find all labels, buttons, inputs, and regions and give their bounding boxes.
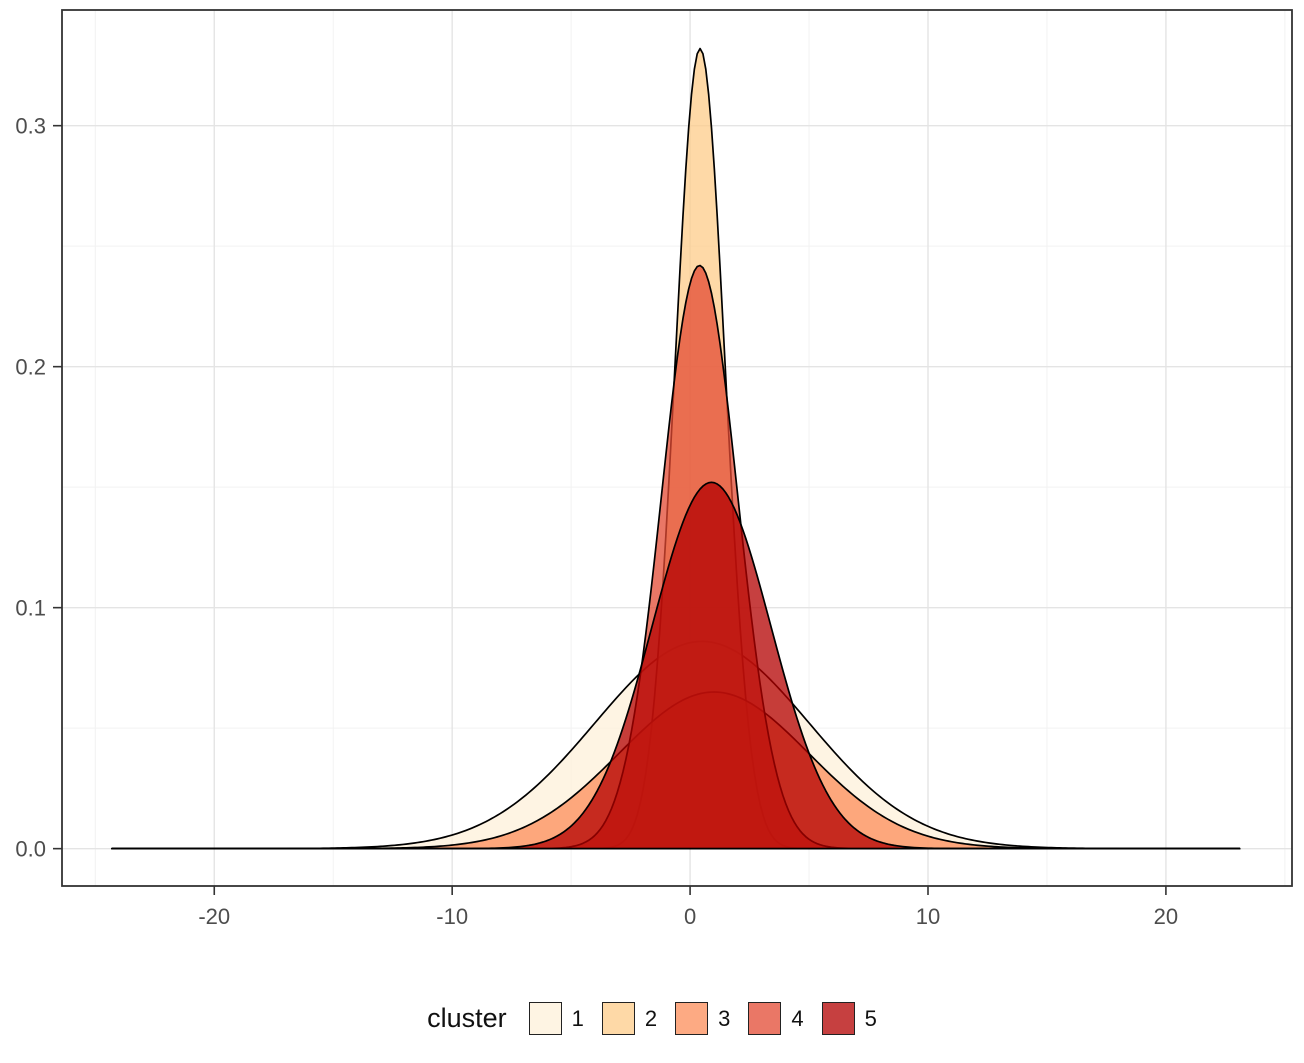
- x-tick-label: 20: [1154, 904, 1178, 929]
- x-tick-label: 10: [916, 904, 940, 929]
- legend-item-cluster-5: 5: [821, 1002, 877, 1035]
- legend-swatch-cluster-4: [748, 1002, 782, 1035]
- x-tick-label: -10: [436, 904, 468, 929]
- legend-item-cluster-4: 4: [748, 1002, 804, 1035]
- legend-label-cluster-3: 3: [718, 1005, 731, 1031]
- x-tick-label: -20: [198, 904, 230, 929]
- density-curve-cluster-5: [111, 481, 1241, 850]
- legend-item-cluster-2: 2: [601, 1002, 658, 1035]
- legend-item-cluster-1: 1: [528, 1002, 584, 1035]
- density-plot-svg: -20 -10 0 10 20 0.0 0.1 0.2 0.3: [15, 9, 1293, 929]
- legend-item-cluster-3: 3: [675, 1002, 730, 1035]
- legend: cluster 1 2 3 4 5: [0, 1002, 1304, 1035]
- legend-label-cluster-4: 4: [791, 1005, 804, 1031]
- legend-title: cluster: [427, 1003, 507, 1033]
- y-tick-label: 0.3: [15, 114, 46, 139]
- legend-swatch-cluster-5: [821, 1002, 855, 1035]
- y-tick-label: 0.0: [15, 837, 46, 862]
- legend-label-cluster-5: 5: [864, 1005, 877, 1031]
- y-tick-label: 0.1: [15, 596, 46, 621]
- y-tick-label: 0.2: [15, 355, 46, 380]
- panel-border: [61, 9, 1293, 887]
- legend-swatch-cluster-2: [601, 1002, 635, 1035]
- legend-label-cluster-1: 1: [571, 1005, 584, 1031]
- x-tick-label: 0: [684, 904, 696, 929]
- legend-swatch-cluster-3: [675, 1002, 709, 1035]
- legend-swatch-cluster-1: [528, 1002, 562, 1035]
- legend-label-cluster-2: 2: [644, 1005, 658, 1031]
